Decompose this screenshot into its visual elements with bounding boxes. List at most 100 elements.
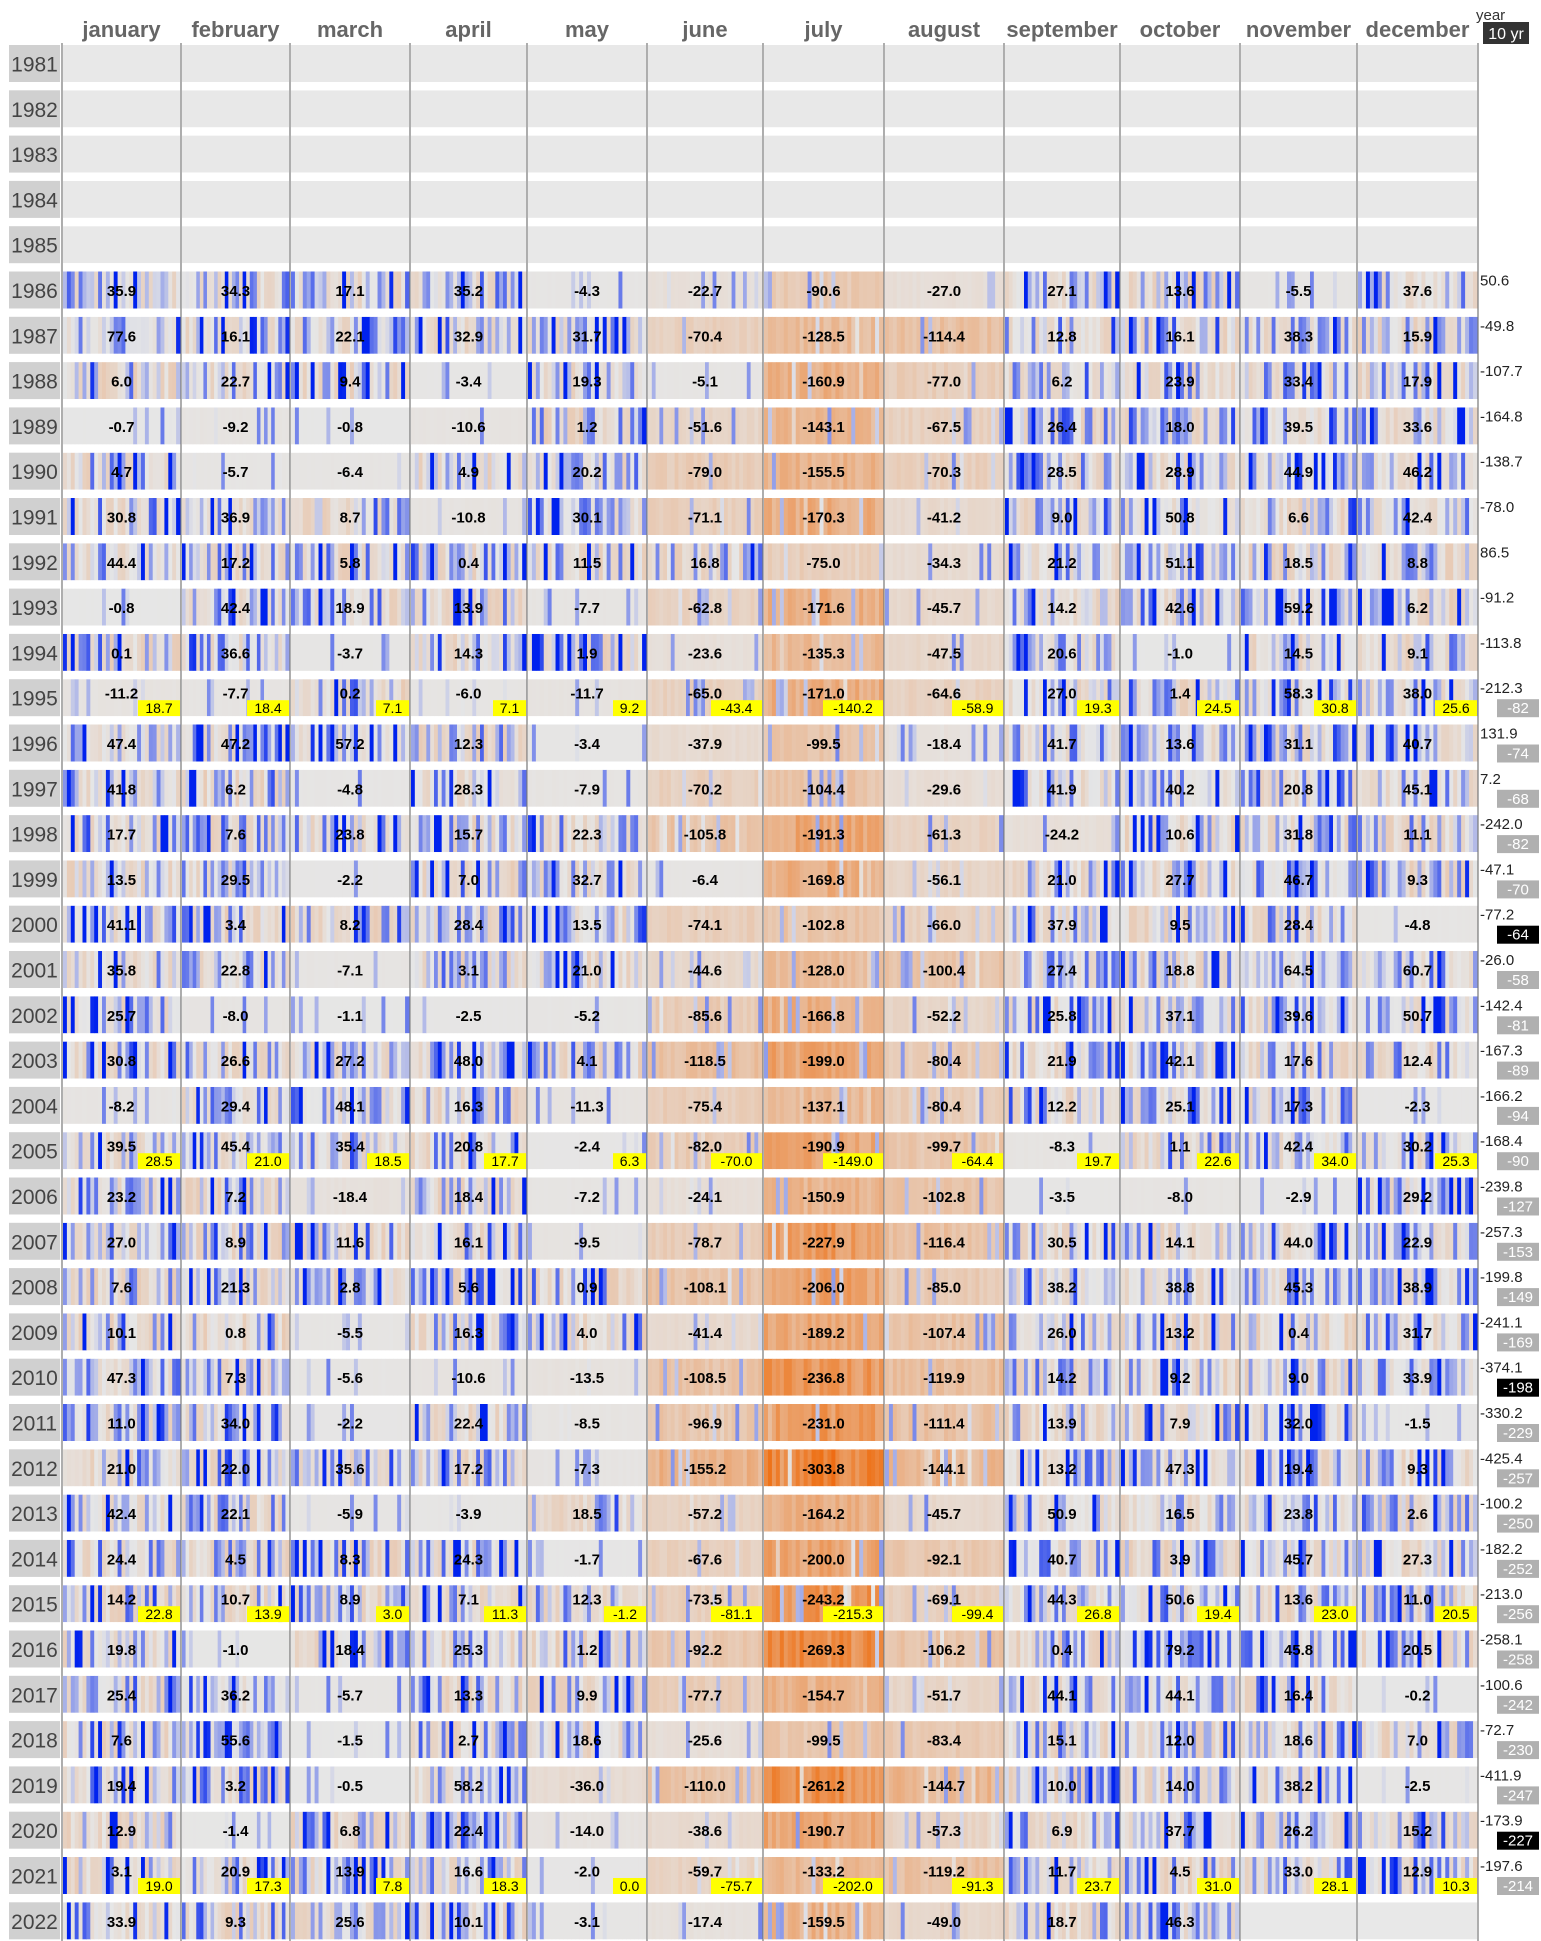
day-strip	[318, 769, 324, 807]
month-total: 4.9	[458, 464, 479, 481]
day-strip	[291, 588, 296, 626]
cell-1982-august	[885, 90, 1003, 128]
month-total: -45.7	[927, 600, 961, 617]
day-strip	[1445, 407, 1450, 445]
day-strip	[579, 679, 584, 717]
day-strip	[1437, 407, 1442, 445]
day-strip	[1088, 271, 1093, 309]
day-strip	[414, 498, 420, 535]
day-strip	[1433, 271, 1438, 309]
day-strip	[253, 679, 258, 717]
day-strip	[1329, 588, 1334, 626]
day-strip	[1421, 271, 1427, 309]
day-strip	[285, 769, 290, 807]
day-strip	[555, 271, 561, 309]
day-strip	[1279, 362, 1284, 400]
day-strip	[1275, 316, 1280, 354]
day-strip	[249, 362, 254, 400]
day-strip	[468, 769, 473, 807]
day-strip	[1429, 271, 1434, 309]
day-strip	[1313, 679, 1319, 717]
day-strip	[1016, 679, 1021, 717]
day-strip	[117, 452, 123, 490]
day-strip	[735, 362, 740, 400]
month-total: 45.1	[1403, 781, 1432, 798]
day-strip	[274, 362, 279, 400]
day-strip	[547, 724, 553, 762]
day-strip	[634, 588, 639, 626]
day-strip	[1256, 633, 1261, 671]
day-strip	[1156, 407, 1161, 445]
day-strip	[1199, 588, 1205, 626]
day-strip	[397, 362, 402, 400]
day-strip	[306, 407, 312, 445]
day-strip	[464, 316, 470, 354]
day-strip	[196, 362, 201, 400]
day-strip	[531, 679, 537, 717]
day-strip	[357, 633, 363, 671]
day-strip	[827, 407, 833, 445]
day-strip	[879, 724, 884, 762]
day-strip	[626, 316, 631, 354]
day-strip	[322, 498, 327, 535]
day-strip	[528, 815, 533, 853]
day-strip	[940, 724, 945, 762]
day-strip	[771, 633, 777, 671]
day-strip	[659, 362, 664, 400]
day-strip	[811, 543, 817, 581]
day-strip	[121, 724, 126, 762]
day-strip	[334, 543, 339, 581]
day-strip	[767, 498, 773, 535]
month-total: 13.6	[1165, 736, 1194, 753]
day-strip	[1121, 407, 1126, 445]
day-strip	[944, 452, 949, 490]
day-strip	[655, 316, 660, 354]
day-strip	[182, 588, 187, 626]
day-strip	[369, 679, 375, 717]
day-strip	[514, 271, 519, 309]
day-strip	[767, 316, 773, 354]
day-strip	[264, 316, 269, 354]
day-strip	[758, 316, 763, 354]
day-strip	[959, 498, 965, 535]
day-strip	[253, 452, 258, 490]
day-strip	[1144, 407, 1150, 445]
day-strip	[242, 362, 247, 400]
day-strip	[1429, 679, 1434, 717]
day-strip	[86, 498, 91, 535]
day-strip	[434, 362, 439, 400]
day-strip	[361, 271, 367, 309]
day-strip	[563, 679, 568, 717]
day-strip	[326, 498, 331, 535]
day-strip	[1241, 271, 1246, 309]
day-strip	[1128, 588, 1134, 626]
day-strip	[674, 316, 679, 354]
day-strip	[1035, 769, 1040, 807]
day-strip	[963, 362, 969, 400]
day-strip	[228, 815, 233, 853]
day-strip	[196, 588, 201, 626]
day-strip	[1111, 633, 1116, 671]
day-strip	[598, 543, 604, 581]
day-strip	[235, 362, 240, 400]
day-strip	[264, 769, 269, 807]
day-strip	[418, 271, 424, 309]
day-strip	[271, 452, 276, 490]
day-strip	[1313, 543, 1319, 581]
day-strip	[1369, 271, 1375, 309]
day-strip	[397, 498, 402, 535]
day-strip	[117, 498, 123, 535]
day-strip	[1465, 679, 1470, 717]
day-strip	[1381, 543, 1387, 581]
day-strip	[1152, 679, 1157, 717]
cell-1987-november: 38.3	[1241, 316, 1357, 354]
day-strip	[727, 271, 733, 309]
day-strip	[152, 407, 158, 445]
day-strip	[1124, 407, 1130, 445]
day-strip	[987, 452, 992, 490]
day-strip	[1389, 679, 1395, 717]
day-strip	[405, 452, 410, 490]
day-strip	[260, 498, 265, 535]
day-strip	[904, 362, 910, 400]
day-strip	[1231, 543, 1236, 581]
